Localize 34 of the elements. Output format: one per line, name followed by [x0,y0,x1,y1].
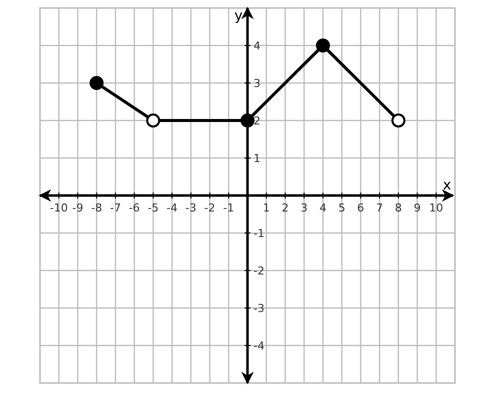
x-tick-label: 9 [414,202,421,214]
x-tick-label: -3 [185,202,196,214]
point [240,114,254,128]
y-tick-label: -4 [254,340,264,352]
x-tick-label: -5 [148,202,159,214]
x-tick-label: 7 [376,202,384,214]
y-tick-label: -3 [254,302,264,315]
x-tick-label: -8 [91,202,102,214]
x-tick-label: -7 [110,202,121,214]
point [391,114,406,128]
y-tick-label: 3 [254,77,260,90]
x-tick-label: 6 [357,202,364,214]
y-axis-title: y [234,8,243,24]
x-tick-label: -10 [50,202,68,214]
x-tick-label: -2 [204,202,216,214]
point [90,76,104,90]
y-tick-label: -2 [254,264,264,278]
x-tick-label: 4 [319,202,326,214]
x-tick-label: -1 [223,202,234,214]
x-tick-label: 2 [282,202,289,214]
x-tick-label: 3 [300,202,308,214]
x-tick-label: 8 [394,202,402,214]
x-tick-label: -9 [72,202,84,214]
x-tick-label: -6 [128,202,140,214]
x-tick-label: 10 [429,202,444,214]
y-tick-label: -1 [254,227,264,240]
y-tick-label: 2 [254,114,260,128]
x-axis-title: x [442,178,452,194]
y-tick-label: 1 [254,152,260,165]
x-tick-label: 5 [338,202,346,214]
point [146,114,160,128]
y-tick-label: 4 [254,40,260,52]
point [316,38,330,52]
x-tick-label: -4 [166,202,178,214]
